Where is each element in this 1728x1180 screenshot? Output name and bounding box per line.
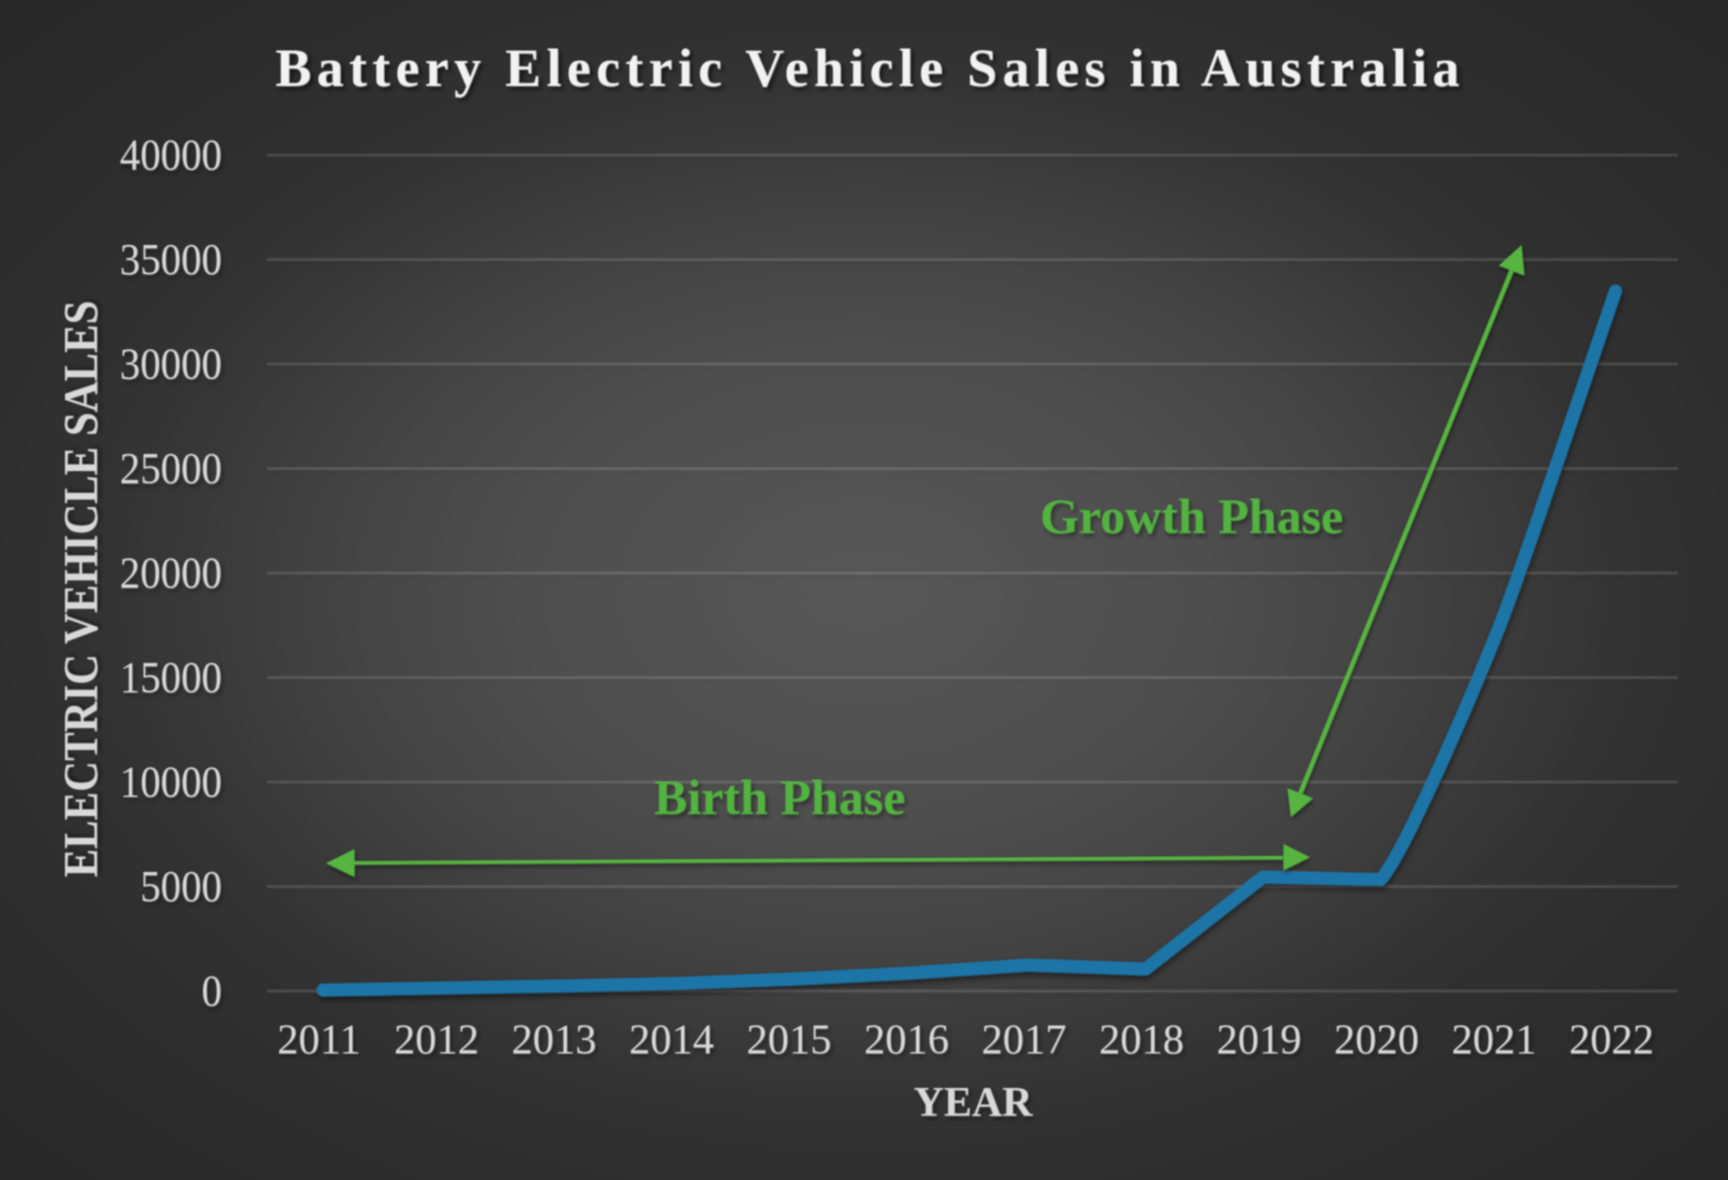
svg-text:Growth Phase: Growth Phase [1040,488,1343,544]
svg-text:40000: 40000 [120,131,222,180]
svg-text:15000: 15000 [120,654,222,703]
svg-text:Birth Phase: Birth Phase [654,769,905,825]
svg-text:2014: 2014 [629,1017,714,1064]
svg-text:YEAR: YEAR [913,1080,1033,1126]
svg-text:10000: 10000 [120,758,222,807]
svg-text:5000: 5000 [140,863,222,912]
svg-text:2020: 2020 [1334,1017,1419,1064]
svg-text:2012: 2012 [394,1017,479,1064]
svg-text:2017: 2017 [982,1017,1067,1064]
svg-text:ELECTRIC VEHICLE SALES: ELECTRIC VEHICLE SALES [53,301,107,878]
svg-text:2021: 2021 [1452,1017,1537,1064]
svg-text:20000: 20000 [120,549,222,598]
svg-text:25000: 25000 [120,445,222,494]
svg-text:2018: 2018 [1099,1017,1184,1064]
svg-text:0: 0 [202,967,222,1016]
svg-text:35000: 35000 [120,236,222,285]
svg-text:Battery Electric Vehicle Sales: Battery Electric Vehicle Sales in Austra… [275,38,1464,98]
svg-text:2011: 2011 [277,1017,360,1064]
svg-text:2022: 2022 [1569,1017,1654,1064]
svg-text:2013: 2013 [512,1017,597,1064]
svg-text:30000: 30000 [120,340,222,389]
svg-text:2019: 2019 [1217,1017,1302,1064]
svg-text:2015: 2015 [747,1017,832,1064]
svg-text:2016: 2016 [864,1017,949,1064]
